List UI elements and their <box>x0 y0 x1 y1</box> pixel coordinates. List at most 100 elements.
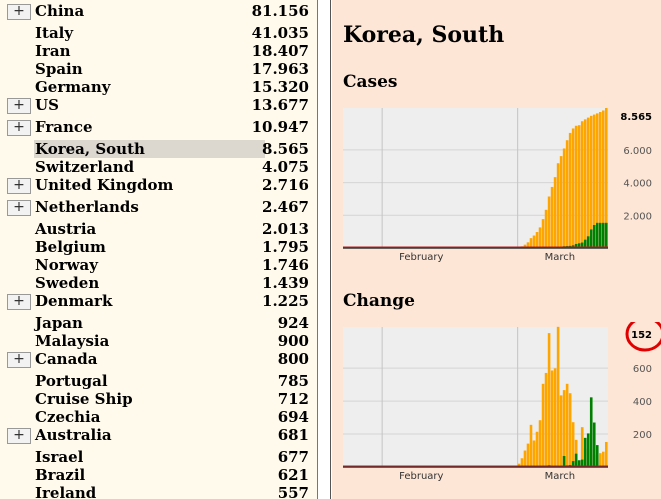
expand-button[interactable]: + <box>7 178 31 194</box>
country-name: Portugal <box>35 372 108 390</box>
bar-recovered <box>589 229 593 248</box>
country-name: Malaysia <box>35 332 110 350</box>
bar-recovered <box>595 445 599 467</box>
bar-confirmed <box>571 422 575 467</box>
country-value: 621 <box>277 466 309 484</box>
bar-confirmed <box>568 132 572 248</box>
country-name: US <box>35 96 59 114</box>
bar-confirmed <box>553 368 557 467</box>
bar-confirmed <box>520 458 524 467</box>
country-value: 8.565 <box>262 140 309 158</box>
country-list-panel: + China 81.156 Italy 41.035 Iran 18.407 Spain 17… <box>0 0 317 499</box>
expand-button[interactable]: + <box>7 98 31 114</box>
bar-confirmed <box>526 443 530 467</box>
bar-recovered <box>595 222 599 248</box>
country-value: 1.439 <box>262 274 309 292</box>
bar-confirmed <box>568 393 572 467</box>
expand-button[interactable]: + <box>7 352 31 368</box>
y-tick-label: 2.000 <box>623 211 652 222</box>
bar-confirmed <box>532 235 536 248</box>
country-name: Cruise Ship <box>35 390 133 408</box>
country-value: 1.225 <box>262 292 309 310</box>
bar-confirmed <box>574 439 578 467</box>
country-name: China <box>35 2 85 20</box>
expand-button[interactable]: + <box>7 200 31 216</box>
bar-confirmed <box>595 113 599 248</box>
x-tick-label: February <box>399 471 443 482</box>
cases-heading: Cases <box>343 72 398 92</box>
country-title: Korea, South <box>343 22 505 48</box>
bar-recovered <box>577 460 581 467</box>
bar-confirmed <box>547 196 551 248</box>
bar-confirmed <box>580 121 584 248</box>
country-name: Israel <box>35 448 84 466</box>
bar-confirmed <box>523 244 527 248</box>
country-name: Norway <box>35 256 98 274</box>
expand-button[interactable]: + <box>7 428 31 444</box>
country-name: Spain <box>35 60 83 78</box>
bar-recovered <box>562 455 566 467</box>
expand-button[interactable]: + <box>7 4 31 20</box>
bar-recovered <box>577 243 581 248</box>
bar-confirmed <box>574 125 578 248</box>
y-tick-label: 4.000 <box>623 179 652 190</box>
bar-confirmed <box>562 148 566 248</box>
bar-confirmed <box>565 140 569 248</box>
country-name: Australia <box>35 426 112 444</box>
country-value: 17.963 <box>251 60 309 78</box>
bar-confirmed <box>562 390 566 467</box>
country-value: 2.013 <box>262 220 309 238</box>
country-value: 18.407 <box>251 42 309 60</box>
bar-confirmed <box>604 441 608 467</box>
bar-confirmed <box>544 372 548 467</box>
expand-button[interactable]: + <box>7 294 31 310</box>
country-name: Brazil <box>35 466 86 484</box>
country-value: 13.677 <box>251 96 309 114</box>
country-name: Canada <box>35 350 98 368</box>
bar-confirmed <box>538 420 542 467</box>
country-name: Austria <box>35 220 97 238</box>
country-value: 41.035 <box>251 24 309 42</box>
bar-confirmed <box>523 450 527 467</box>
bar-recovered <box>583 437 587 467</box>
y-tick-label: 6.000 <box>623 146 652 157</box>
change-chart: 200 400 600 February March 152 <box>343 322 661 482</box>
bar-confirmed <box>544 209 548 248</box>
y-tick-label: 600 <box>633 364 652 375</box>
country-value: 694 <box>277 408 309 426</box>
country-name: Iran <box>35 42 71 60</box>
bar-confirmed <box>580 427 584 467</box>
bar-confirmed <box>553 177 557 248</box>
bar-confirmed <box>541 383 545 467</box>
panel-splitter[interactable] <box>317 0 331 499</box>
bar-confirmed <box>589 115 593 249</box>
bar-recovered <box>580 459 584 467</box>
bar-confirmed <box>598 112 602 248</box>
bar-confirmed <box>556 163 560 248</box>
bar-confirmed <box>538 227 542 248</box>
bar-recovered <box>571 461 575 467</box>
max-value-label: 152 <box>631 330 652 341</box>
bar-confirmed <box>529 424 533 467</box>
bar-recovered <box>580 242 584 248</box>
y-tick-label: 200 <box>633 430 652 441</box>
country-value: 2.716 <box>262 176 309 194</box>
bar-confirmed <box>526 242 530 248</box>
country-name: United Kingdom <box>35 176 174 194</box>
bar-recovered <box>583 239 587 248</box>
expand-button[interactable]: + <box>7 120 31 136</box>
bar-recovered <box>604 222 608 248</box>
x-tick-label: March <box>545 471 575 482</box>
bar-recovered <box>598 222 602 248</box>
detail-panel: Korea, South Cases 2.000 4.000 6.000 Februa… <box>332 0 661 499</box>
country-value: 1.746 <box>262 256 309 274</box>
bar-confirmed <box>592 114 596 248</box>
country-name: Denmark <box>35 292 113 310</box>
y-tick-label: 400 <box>633 397 652 408</box>
bar-confirmed <box>583 119 587 249</box>
bar-confirmed <box>532 440 536 467</box>
bar-confirmed <box>565 383 569 467</box>
bar-recovered <box>601 222 605 248</box>
bar-recovered <box>589 397 593 467</box>
bar-confirmed <box>529 238 533 248</box>
